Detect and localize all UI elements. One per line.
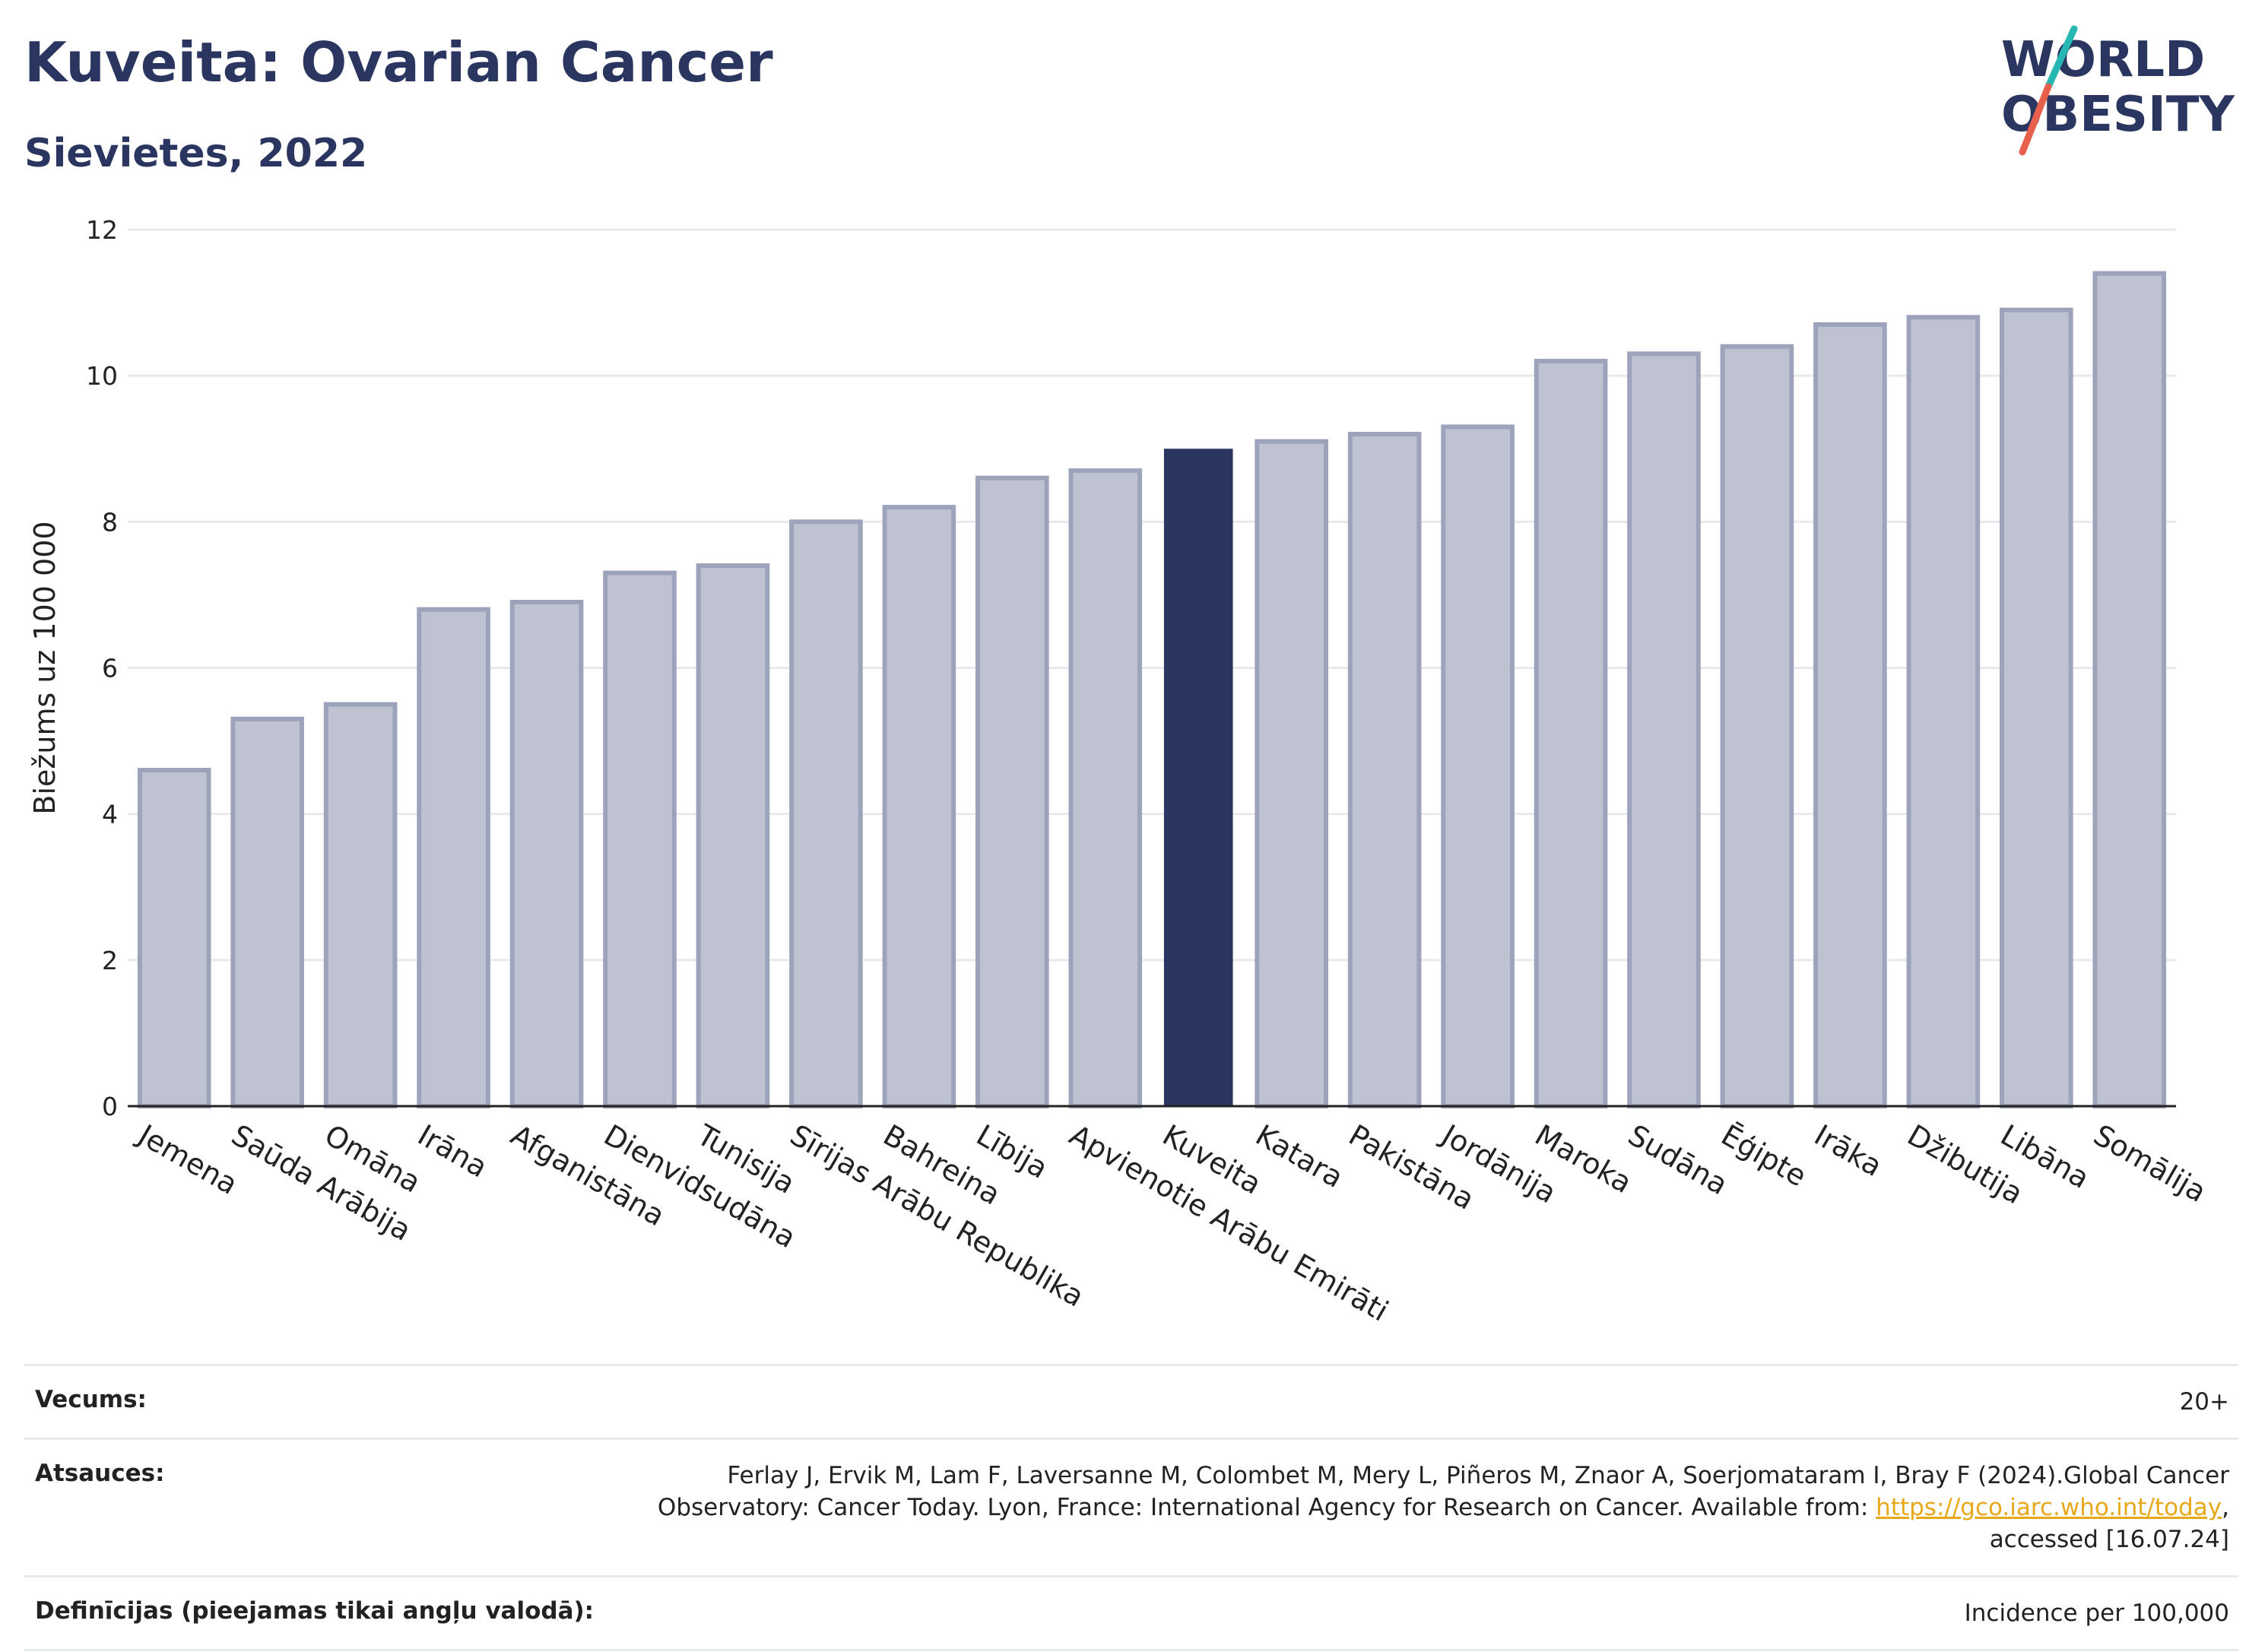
bar	[696, 563, 770, 1108]
x-tick-label: Somālija	[2088, 1118, 2212, 1209]
x-tick-label: Katara	[1250, 1118, 1349, 1194]
bar-highlight	[1163, 449, 1233, 1106]
footer-references-row: Atsauces: Ferlay J, Ervik M, Lam F, Lave…	[24, 1438, 2238, 1575]
y-axis-title: Biežums uz 100 000	[28, 521, 62, 814]
references-line-1: Ferlay J, Ervik M, Lam F, Laversanne M, …	[727, 1462, 2229, 1489]
x-tick-label: Ēģipte	[1715, 1118, 1812, 1194]
x-tick-label: Irāka	[1809, 1118, 1888, 1183]
definitions-value: Incidence per 100,000	[1964, 1600, 2229, 1627]
bar	[603, 570, 677, 1108]
bar	[137, 768, 211, 1108]
page-subtitle: Sievietes, 2022	[24, 131, 368, 176]
chart-footer: Vecums: 20+ Atsauces: Ferlay J, Ervik M,…	[24, 1364, 2238, 1651]
axes: 0 2 4 6 8 10 12	[86, 215, 2176, 1121]
bar	[1720, 344, 1794, 1108]
y-tick-label: 6	[102, 654, 118, 683]
bars	[137, 271, 2167, 1109]
bar	[1255, 439, 1328, 1108]
references-text: Ferlay J, Ervik M, Lam F, Laversanne M, …	[658, 1460, 2229, 1555]
y-tick-label: 2	[102, 946, 118, 975]
bar	[1068, 468, 1143, 1108]
bar	[2092, 271, 2167, 1108]
footer-age-row: Vecums: 20+	[24, 1364, 2238, 1438]
x-tick-label: Jemena	[132, 1118, 243, 1201]
x-tick-label: Irāna	[412, 1118, 493, 1184]
bar	[509, 600, 584, 1108]
bar	[230, 716, 304, 1109]
bar	[789, 519, 863, 1108]
y-tick-label: 12	[86, 215, 118, 245]
age-label: Vecums:	[35, 1386, 147, 1413]
references-line-2-text: Observatory: Cancer Today. Lyon, France:…	[657, 1494, 1876, 1521]
references-line-2-end: ,	[2222, 1494, 2229, 1521]
bar	[1534, 358, 1608, 1108]
bar	[1441, 424, 1515, 1108]
bar	[1906, 315, 1981, 1108]
definitions-label: Definīcijas (pieejamas tikai angļu valod…	[35, 1597, 595, 1625]
y-tick-label: 10	[86, 361, 118, 391]
references-line-2: Observatory: Cancer Today. Lyon, France:…	[658, 1492, 2229, 1524]
page-title: Kuveita: Ovarian Cancer	[24, 30, 773, 94]
logo-line-1: WORLD	[2001, 32, 2205, 88]
bar	[882, 505, 956, 1108]
footer-definitions-row: Definīcijas (pieejamas tikai angļu valod…	[24, 1575, 2238, 1651]
references-link[interactable]: https://gco.iarc.who.int/today	[1876, 1494, 2222, 1521]
y-tick-label: 4	[102, 800, 118, 829]
references-label: Atsauces:	[35, 1460, 165, 1487]
world-obesity-logo: WORLD OBESITY	[2001, 25, 2235, 156]
logo-slash-teal	[2044, 25, 2078, 90]
bar	[1627, 351, 1701, 1108]
bar	[975, 475, 1049, 1108]
bar	[1813, 322, 1887, 1108]
logo-slash-red	[2019, 83, 2052, 156]
bar	[417, 607, 490, 1108]
x-tick-label: Sudāna	[1623, 1118, 1734, 1202]
bar	[1347, 432, 1422, 1108]
age-value: 20+	[2179, 1388, 2229, 1416]
y-tick-label: 0	[102, 1092, 118, 1121]
y-tick-label: 8	[102, 507, 118, 537]
references-line-3: accessed [16.07.24]	[1989, 1526, 2229, 1553]
bar	[2000, 307, 2073, 1109]
bar	[323, 702, 398, 1108]
